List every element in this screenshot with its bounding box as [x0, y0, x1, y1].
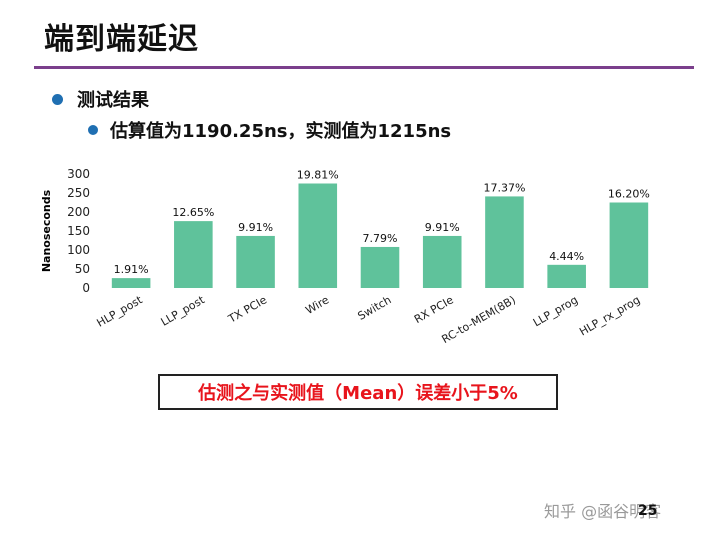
bar	[236, 235, 275, 288]
bullet-dot-icon	[52, 93, 63, 105]
bar	[609, 202, 649, 288]
y-axis-label: Nanoseconds	[40, 189, 53, 272]
x-tick-label: HLP_rx_prog	[577, 293, 642, 338]
x-tick-label: HLP_post	[95, 293, 146, 330]
data-label: 19.81%	[297, 169, 339, 182]
data-label: 1.91%	[114, 263, 149, 276]
latency-bar-chart: Nanoseconds 0 50 100 150 200 250 300 1.91% 12.65…	[40, 167, 650, 346]
bullet-level-1: 测试结果	[52, 86, 149, 112]
x-axis-ticks: HLP_post LLP_post TX PCIe Wire Switch RX PCIe…	[95, 293, 643, 346]
bullet-level-2: 估算值为1190.25ns，实测值为1215ns	[88, 117, 451, 143]
bar	[360, 246, 400, 288]
bar	[298, 183, 338, 288]
data-labels: 1.91% 12.65% 9.91% 19.81% 7.79% 9.91% 17.37% 4.…	[114, 169, 650, 277]
data-label: 4.44%	[549, 250, 584, 263]
bar	[485, 196, 524, 288]
bullet-dot-icon	[88, 125, 98, 135]
bar	[547, 264, 586, 288]
title-divider	[34, 66, 694, 69]
y-tick-label: 100	[67, 243, 90, 257]
x-tick-label: LLP_post	[159, 293, 208, 329]
bar	[422, 235, 462, 288]
x-tick-label: RX PCIe	[412, 293, 456, 326]
data-label: 17.37%	[483, 181, 525, 194]
data-label: 9.91%	[238, 221, 273, 234]
bar	[174, 221, 213, 288]
page-number: 25	[638, 503, 658, 519]
watermark: 知乎 @函谷明客	[544, 502, 662, 521]
y-axis: Nanoseconds 0 50 100 150 200 250 300	[40, 167, 90, 295]
x-tick-label: Wire	[303, 293, 331, 317]
y-tick-label: 150	[67, 224, 90, 238]
bullet-text: 估算值为1190.25ns，实测值为1215ns	[110, 121, 452, 142]
bar	[111, 278, 151, 288]
data-label: 7.79%	[363, 232, 398, 245]
y-tick-label: 250	[67, 186, 90, 200]
data-label: 12.65%	[172, 206, 214, 219]
data-label: 9.91%	[425, 221, 460, 234]
conclusion-callout: 估测之与实测值（Mean）误差小于5%	[158, 374, 558, 410]
y-tick-label: 300	[67, 167, 90, 181]
data-label: 16.20%	[608, 188, 650, 201]
slide-title: 端到端延迟	[44, 22, 199, 57]
x-tick-label: Switch	[355, 293, 393, 322]
x-tick-label: LLP_prog	[531, 293, 580, 329]
x-tick-label: TX PCIe	[225, 293, 269, 326]
y-tick-label: 0	[82, 281, 90, 295]
y-tick-label: 200	[67, 205, 90, 219]
bullet-text: 测试结果	[77, 90, 149, 111]
bars	[111, 183, 649, 288]
y-tick-label: 50	[75, 262, 90, 276]
